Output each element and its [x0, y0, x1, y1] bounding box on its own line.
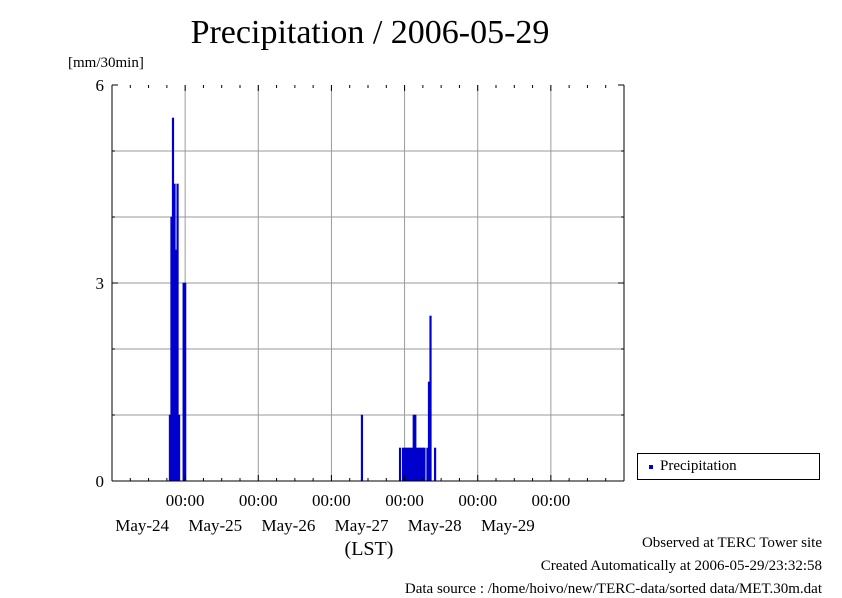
x-tick-time-label: 00:00 [458, 491, 497, 510]
y-tick-label: 6 [96, 76, 105, 95]
precipitation-bar [398, 447, 402, 482]
x-axis-label: (LST) [345, 538, 394, 560]
precipitation-bar [184, 282, 187, 482]
x-tick-time-label: 00:00 [531, 491, 570, 510]
x-tick-time-label: 00:00 [385, 491, 424, 510]
x-tick-time-label: 00:00 [239, 491, 278, 510]
x-tick-time-label: 00:00 [312, 491, 351, 510]
footer-source: Data source : /home/hoivo/new/TERC-data/… [404, 581, 822, 597]
precipitation-bar [360, 414, 364, 482]
y-tick-label: 3 [96, 274, 105, 293]
tick-labels: 0 3 6 00:00 May-24 00:00 May-25 00:00 May-26 00:0… [96, 76, 571, 560]
precipitation-bar [177, 414, 181, 482]
x-tick-date-label: May-24 [115, 516, 169, 535]
legend: Precipitation [637, 453, 820, 480]
x-tick-date-label: May-28 [408, 516, 462, 535]
chart-title: Precipitation / 2006-05-29 [190, 14, 550, 51]
x-tick-date-label: May-26 [262, 516, 316, 535]
y-tick-label: 0 [96, 472, 105, 491]
precipitation-bar [423, 447, 426, 482]
grid-lines [112, 85, 624, 481]
legend-swatch [649, 465, 653, 469]
x-tick-date-label: May-25 [188, 516, 242, 535]
y-axis-unit-label: [mm/30min] [68, 55, 144, 71]
footer-observed: Observed at TERC Tower site [641, 535, 822, 551]
x-tick-date-label: May-29 [481, 516, 535, 535]
footer-created: Created Automatically at 2006-05-29/23:3… [540, 558, 822, 574]
precipitation-bar [429, 315, 432, 482]
axes [111, 84, 625, 482]
legend-label: Precipitation [660, 458, 737, 474]
precipitation-bar [433, 447, 437, 482]
precipitation-bars [168, 117, 437, 482]
x-tick-date-label: May-27 [335, 516, 389, 535]
x-tick-time-label: 00:00 [166, 491, 205, 510]
